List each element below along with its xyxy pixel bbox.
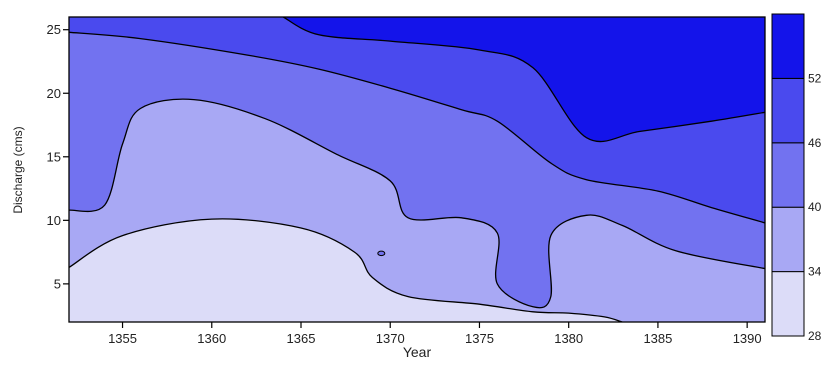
colorbar: 28 34 40 46 52 [771, 13, 822, 343]
colorbar-label: 46 [808, 136, 822, 150]
contour-island [377, 250, 386, 257]
y-axis: 5 10 15 20 25 [47, 22, 69, 291]
colorbar-swatch [771, 142, 805, 208]
x-tick-label: 1385 [643, 331, 672, 346]
x-tick-label: 1360 [197, 331, 226, 346]
y-tick-label: 10 [47, 213, 61, 228]
plot-frame [68, 16, 766, 323]
x-tick-label: 1375 [465, 331, 494, 346]
colorbar-label: 34 [808, 265, 822, 279]
colorbar-swatch [771, 206, 805, 273]
plot-area [69, 17, 765, 322]
colorbar-label: 52 [808, 71, 822, 85]
y-tick-label: 20 [47, 86, 61, 101]
x-axis: 1355 1360 1365 1370 1375 1380 1385 1390 [108, 322, 762, 346]
colorbar-swatch [771, 77, 805, 144]
x-tick-label: 1365 [287, 331, 316, 346]
x-tick-label: 1355 [108, 331, 137, 346]
contour-line-40 [69, 98, 765, 309]
colorbar-label: 28 [808, 329, 822, 343]
colorbar-label: 40 [808, 200, 822, 214]
y-tick-label: 5 [54, 276, 61, 291]
y-tick-label: 25 [47, 22, 61, 37]
contour-line-52 [282, 17, 765, 143]
x-axis-label: Year [403, 344, 432, 360]
x-tick-label: 1380 [554, 331, 583, 346]
level-52-region [283, 17, 765, 142]
y-axis-label: Discharge (cms) [11, 126, 25, 213]
contour-lines [69, 17, 765, 322]
colorbar-swatch [771, 271, 805, 337]
contour-line-46 [69, 31, 765, 224]
contour-line-34 [69, 218, 623, 322]
y-tick-label: 15 [47, 149, 61, 164]
colorbar-swatch [771, 13, 805, 79]
x-tick-label: 1390 [733, 331, 762, 346]
x-tick-label: 1370 [376, 331, 405, 346]
